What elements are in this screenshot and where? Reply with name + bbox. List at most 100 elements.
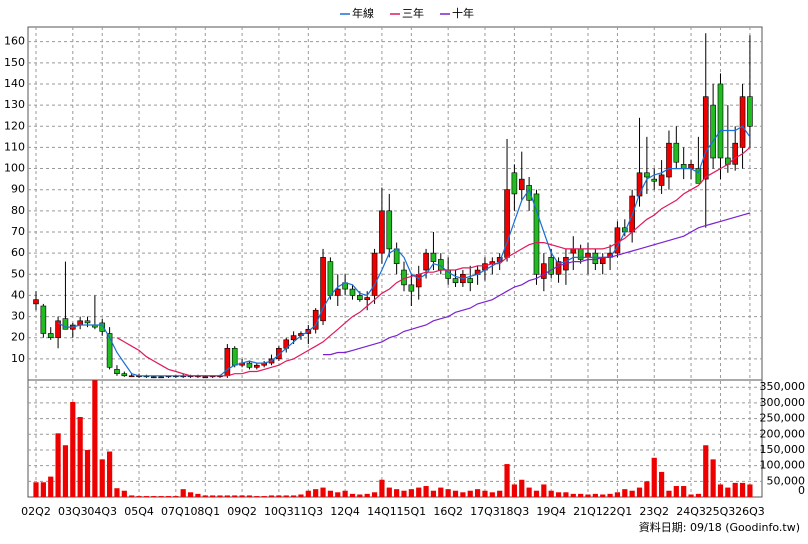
volume-bar bbox=[136, 496, 142, 497]
ma-line bbox=[116, 146, 751, 377]
volume-bar bbox=[349, 493, 356, 497]
candle-body bbox=[47, 333, 54, 339]
volume-bar bbox=[254, 496, 260, 497]
y-tick-label: 150 bbox=[4, 56, 25, 69]
volume-bar bbox=[55, 433, 61, 497]
y-tick-label: 50 bbox=[11, 267, 25, 280]
candle-body bbox=[327, 261, 334, 296]
volume-bar bbox=[180, 489, 186, 497]
y-tick-label: 130 bbox=[4, 98, 25, 111]
volume-bar bbox=[99, 459, 105, 497]
volume-bar bbox=[151, 496, 157, 497]
volume-bar bbox=[511, 484, 517, 497]
candle-body bbox=[511, 172, 518, 195]
y2-tick-label: 100,000 bbox=[760, 459, 806, 472]
volume-bar bbox=[548, 490, 554, 497]
candle-body bbox=[673, 142, 680, 163]
volume-bar bbox=[305, 490, 311, 497]
x-tick-label: 17Q3 bbox=[470, 505, 500, 518]
candle-body bbox=[688, 164, 694, 169]
y-tick-label: 60 bbox=[11, 246, 25, 259]
candle-body bbox=[518, 178, 525, 190]
candle-body bbox=[747, 96, 753, 127]
volume-bar bbox=[121, 490, 127, 497]
y-tick-label: 140 bbox=[4, 77, 25, 90]
volume-bar bbox=[202, 495, 208, 497]
x-tick-label: 26Q3 bbox=[735, 505, 765, 518]
legend-label: 三年 bbox=[402, 6, 424, 20]
volume-bar bbox=[533, 490, 540, 497]
volume-bar bbox=[195, 493, 201, 497]
volume-bar bbox=[33, 482, 39, 497]
candle-body bbox=[548, 257, 555, 275]
x-tick-label: 04Q3 bbox=[87, 505, 117, 518]
candle-body bbox=[106, 333, 113, 368]
volume-bar bbox=[261, 496, 267, 497]
volume-bar bbox=[268, 495, 275, 497]
x-tick-label: 18Q3 bbox=[500, 505, 530, 518]
volume-bar bbox=[48, 476, 54, 497]
volume-bar bbox=[497, 490, 503, 497]
candle-body bbox=[334, 288, 341, 296]
candle-body bbox=[246, 362, 253, 368]
volume-bar bbox=[423, 486, 429, 497]
volume-bar bbox=[187, 492, 194, 497]
candle-body bbox=[158, 376, 164, 379]
volume-bar bbox=[291, 495, 297, 497]
volume-bar bbox=[519, 479, 525, 497]
candle-body bbox=[386, 210, 393, 250]
y-tick-label: 30 bbox=[11, 310, 25, 323]
candle-body bbox=[254, 364, 260, 368]
volume-bar bbox=[651, 457, 657, 497]
volume-bar bbox=[666, 490, 672, 497]
candle-body bbox=[695, 168, 702, 184]
volume-bar bbox=[438, 487, 444, 497]
candle-body bbox=[290, 335, 297, 341]
candle-body bbox=[658, 174, 665, 186]
volume-bar bbox=[129, 495, 135, 497]
volume-bar bbox=[592, 493, 598, 497]
volume-bar bbox=[526, 487, 532, 497]
volume-bar bbox=[710, 459, 716, 497]
volume-bar bbox=[555, 492, 562, 497]
volume-bar bbox=[342, 490, 348, 497]
y-tick-label: 110 bbox=[4, 140, 25, 153]
y2-tick-label: 200,000 bbox=[760, 427, 806, 440]
candle-body bbox=[644, 172, 650, 178]
volume-bar bbox=[541, 484, 547, 497]
volume-bar bbox=[408, 489, 414, 497]
volume-bar bbox=[239, 495, 245, 497]
candle-body bbox=[636, 172, 643, 197]
volume-bar bbox=[371, 492, 378, 497]
y-tick-label: 160 bbox=[4, 35, 25, 48]
volume-bar bbox=[217, 495, 223, 497]
x-tick-label: 07Q1 bbox=[161, 505, 191, 518]
ma-line bbox=[323, 212, 751, 356]
candle-body bbox=[349, 288, 356, 296]
volume-bar bbox=[695, 493, 701, 497]
y-tick-label: 10 bbox=[11, 352, 25, 365]
y2-tick-label: 350,000 bbox=[760, 380, 806, 393]
candle-body bbox=[732, 142, 739, 165]
y-tick-label: 20 bbox=[11, 331, 25, 344]
candle-body bbox=[666, 142, 672, 178]
candle-body bbox=[467, 278, 474, 284]
volume-bar bbox=[475, 489, 481, 497]
volume-bar bbox=[394, 489, 400, 497]
legend-label: 年線 bbox=[352, 6, 374, 20]
source: 資料日期: 09/18 (Goodinfo.tw) bbox=[639, 520, 800, 534]
candle-body bbox=[364, 297, 371, 300]
candle-body bbox=[202, 376, 209, 379]
volume-bar bbox=[600, 494, 606, 497]
volume-bar bbox=[445, 489, 451, 497]
volume-bar bbox=[416, 487, 422, 497]
volume-bar bbox=[335, 492, 341, 497]
x-tick-label: 14Q1 bbox=[367, 505, 397, 518]
x-tick-label: 03Q3 bbox=[58, 505, 88, 518]
volume-bar bbox=[84, 449, 91, 497]
volume-bar bbox=[659, 471, 665, 497]
volume-bar bbox=[489, 492, 495, 497]
volume-bar bbox=[570, 493, 576, 497]
volume-bar bbox=[92, 380, 98, 497]
